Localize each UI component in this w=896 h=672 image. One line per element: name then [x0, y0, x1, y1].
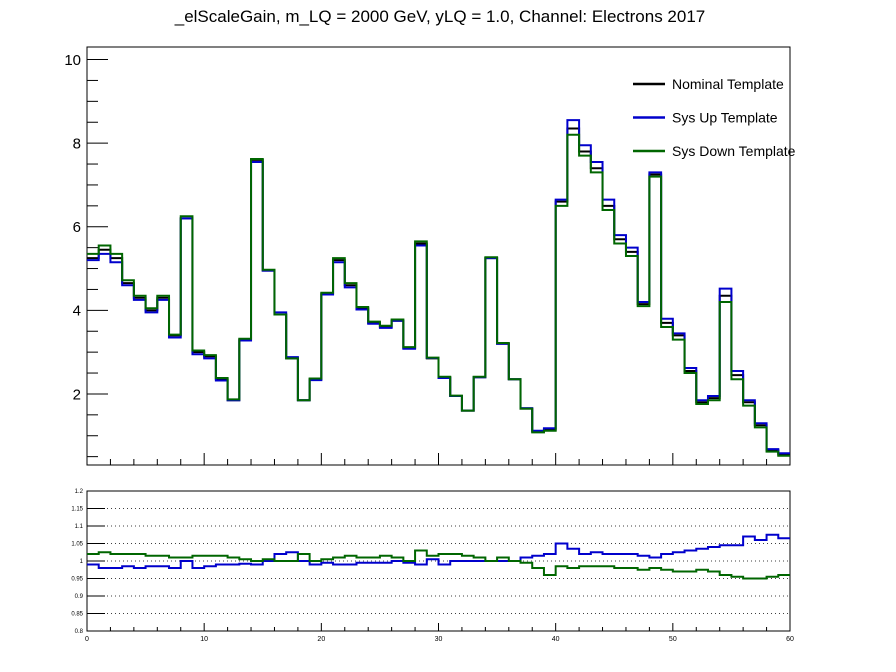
y-tick-label: 1.1: [75, 524, 84, 530]
x-tick-label: 30: [435, 636, 443, 643]
x-tick-label: 0: [85, 636, 89, 643]
y-tick-label: 0.85: [71, 612, 83, 618]
y-tick-label: 0.8: [75, 629, 84, 635]
y-tick-label: 1.15: [71, 507, 83, 513]
series-line-sys-down-template: [87, 133, 790, 457]
ratio-panel: 0.8 0.85 0.9 0.95 1 1.05 1.1 1.15 1.2 0 10 20 30 40 50…: [71, 489, 794, 643]
legend-label-nominal-template: Nominal Template: [672, 76, 784, 92]
x-tick-label: 60: [786, 636, 794, 643]
legend-label-sys-up-template: Sys Up Template: [672, 110, 778, 126]
y-tick-label: 0.95: [71, 577, 83, 583]
y-tick-label: 2: [73, 386, 81, 403]
x-tick-label: 50: [669, 636, 677, 643]
y-tick-label: 6: [73, 219, 81, 236]
y-tick-label: 1: [80, 559, 84, 565]
series-line-sys-up-nominal: [87, 533, 790, 569]
x-tick-label: 10: [200, 636, 208, 643]
y-tick-label: 10: [64, 52, 81, 69]
y-tick-label: 4: [73, 303, 81, 320]
x-tick-label: 20: [317, 636, 325, 643]
y-tick-label: 8: [73, 136, 81, 153]
legend: Nominal Template Sys Up Template Sys Down …: [633, 76, 796, 159]
series-line-sys-down-nominal: [87, 549, 790, 580]
main-panel: 2 4 6 8 10: [64, 46, 791, 466]
legend-label-sys-down-template: Sys Down Template: [672, 143, 796, 159]
y-tick-label: 1.2: [75, 489, 84, 495]
y-tick-label: 0.9: [75, 594, 84, 600]
y-tick-label: 1.05: [71, 542, 83, 548]
x-tick-label: 40: [552, 636, 560, 643]
chart-title: _elScaleGain, m_LQ = 2000 GeV, yLQ = 1.0…: [174, 7, 706, 26]
